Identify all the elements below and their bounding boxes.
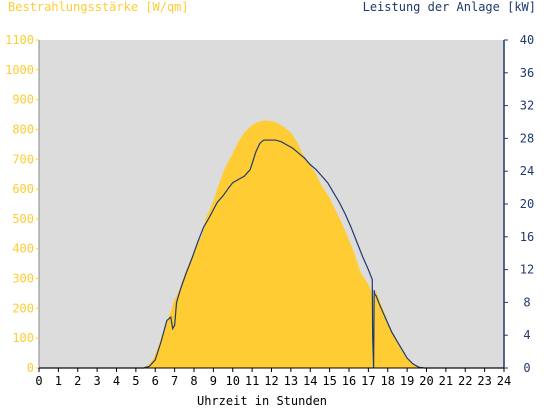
right-tick-label: 20 <box>520 197 534 211</box>
x-tick-label: 19 <box>400 374 414 388</box>
left-axis-title: Bestrahlungsstärke [W/qm] <box>8 0 189 14</box>
left-tick-label: 1000 <box>5 63 34 77</box>
left-tick-label: 500 <box>12 212 34 226</box>
x-tick-label: 21 <box>439 374 453 388</box>
x-tick-label: 0 <box>35 374 42 388</box>
right-tick-label: 36 <box>520 66 534 80</box>
x-tick-label: 3 <box>94 374 101 388</box>
x-tick-label: 22 <box>458 374 472 388</box>
x-tick-label: 10 <box>226 374 240 388</box>
x-tick-label: 1 <box>55 374 62 388</box>
right-tick-label: 16 <box>520 230 534 244</box>
left-tick-label: 400 <box>12 242 34 256</box>
right-tick-label: 8 <box>523 295 530 309</box>
left-tick-label: 300 <box>12 272 34 286</box>
x-tick-label: 5 <box>132 374 139 388</box>
left-tick-label: 900 <box>12 93 34 107</box>
x-tick-label: 18 <box>381 374 395 388</box>
left-tick-label: 0 <box>27 361 34 375</box>
left-tick-label: 800 <box>12 122 34 136</box>
x-tick-label: 2 <box>74 374 81 388</box>
irradiance-area <box>39 120 504 368</box>
x-tick-label: 16 <box>342 374 356 388</box>
right-axis-title: Leistung der Anlage [kW] <box>363 0 536 14</box>
x-tick-label: 8 <box>190 374 197 388</box>
left-tick-label: 100 <box>12 331 34 345</box>
power-line <box>39 139 504 369</box>
right-tick-label: 40 <box>520 33 534 47</box>
left-tick-label: 1100 <box>5 33 34 47</box>
x-tick-label: 15 <box>322 374 336 388</box>
left-tick-label: 200 <box>12 301 34 315</box>
x-tick-label: 11 <box>245 374 259 388</box>
x-tick-label: 20 <box>419 374 433 388</box>
left-tick-label: 600 <box>12 182 34 196</box>
x-tick-label: 12 <box>264 374 278 388</box>
x-tick-label: 4 <box>113 374 120 388</box>
left-tick-label: 700 <box>12 152 34 166</box>
right-tick-label: 12 <box>520 263 534 277</box>
right-tick-label: 0 <box>523 361 530 375</box>
x-tick-label: 24 <box>497 374 511 388</box>
right-tick-label: 28 <box>520 131 534 145</box>
x-tick-label: 7 <box>171 374 178 388</box>
right-tick-label: 24 <box>520 164 534 178</box>
x-axis-title: Uhrzeit in Stunden <box>197 394 327 408</box>
x-tick-label: 14 <box>303 374 317 388</box>
x-tick-label: 9 <box>210 374 217 388</box>
right-tick-label: 4 <box>523 328 530 342</box>
x-tick-label: 17 <box>361 374 375 388</box>
x-tick-label: 13 <box>284 374 298 388</box>
x-tick-label: 6 <box>152 374 159 388</box>
x-tick-label: 23 <box>477 374 491 388</box>
right-tick-label: 32 <box>520 99 534 113</box>
